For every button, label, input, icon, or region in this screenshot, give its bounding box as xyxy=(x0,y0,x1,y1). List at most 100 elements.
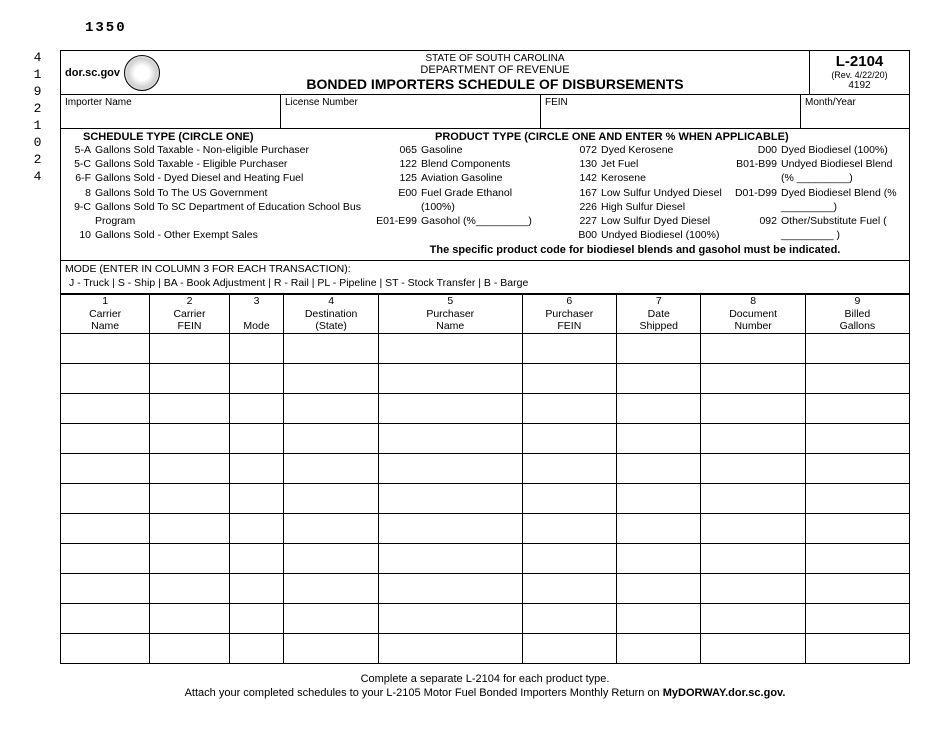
table-cell[interactable] xyxy=(805,453,909,483)
table-cell[interactable] xyxy=(150,333,229,363)
table-cell[interactable] xyxy=(617,483,701,513)
table-cell[interactable] xyxy=(378,633,522,663)
table-cell[interactable] xyxy=(284,453,378,483)
table-cell[interactable] xyxy=(617,393,701,423)
table-cell[interactable] xyxy=(284,423,378,453)
table-cell[interactable] xyxy=(617,453,701,483)
table-cell[interactable] xyxy=(378,513,522,543)
table-cell[interactable] xyxy=(378,603,522,633)
table-cell[interactable] xyxy=(229,543,284,573)
table-row[interactable] xyxy=(61,543,910,573)
table-cell[interactable] xyxy=(61,333,150,363)
table-row[interactable] xyxy=(61,483,910,513)
table-cell[interactable] xyxy=(61,453,150,483)
table-cell[interactable] xyxy=(61,543,150,573)
table-row[interactable] xyxy=(61,423,910,453)
table-cell[interactable] xyxy=(229,633,284,663)
table-cell[interactable] xyxy=(61,483,150,513)
table-cell[interactable] xyxy=(229,423,284,453)
table-cell[interactable] xyxy=(61,513,150,543)
table-cell[interactable] xyxy=(522,483,616,513)
table-cell[interactable] xyxy=(805,573,909,603)
table-cell[interactable] xyxy=(701,603,805,633)
table-cell[interactable] xyxy=(701,573,805,603)
table-cell[interactable] xyxy=(61,363,150,393)
table-cell[interactable] xyxy=(229,393,284,423)
table-row[interactable] xyxy=(61,513,910,543)
table-cell[interactable] xyxy=(522,513,616,543)
table-row[interactable] xyxy=(61,633,910,663)
table-row[interactable] xyxy=(61,573,910,603)
table-cell[interactable] xyxy=(284,543,378,573)
table-cell[interactable] xyxy=(150,363,229,393)
table-cell[interactable] xyxy=(617,603,701,633)
table-cell[interactable] xyxy=(284,333,378,363)
table-cell[interactable] xyxy=(61,573,150,603)
table-cell[interactable] xyxy=(378,573,522,603)
table-cell[interactable] xyxy=(284,573,378,603)
table-cell[interactable] xyxy=(701,633,805,663)
table-cell[interactable] xyxy=(617,423,701,453)
table-cell[interactable] xyxy=(805,603,909,633)
table-cell[interactable] xyxy=(522,423,616,453)
table-cell[interactable] xyxy=(701,363,805,393)
table-cell[interactable] xyxy=(805,543,909,573)
table-cell[interactable] xyxy=(150,453,229,483)
table-row[interactable] xyxy=(61,603,910,633)
table-cell[interactable] xyxy=(61,393,150,423)
table-cell[interactable] xyxy=(701,423,805,453)
table-cell[interactable] xyxy=(701,543,805,573)
table-cell[interactable] xyxy=(805,423,909,453)
table-cell[interactable] xyxy=(805,483,909,513)
table-cell[interactable] xyxy=(617,513,701,543)
table-cell[interactable] xyxy=(284,633,378,663)
table-cell[interactable] xyxy=(150,423,229,453)
table-cell[interactable] xyxy=(617,573,701,603)
table-cell[interactable] xyxy=(522,393,616,423)
table-row[interactable] xyxy=(61,363,910,393)
table-cell[interactable] xyxy=(229,483,284,513)
table-cell[interactable] xyxy=(150,573,229,603)
table-cell[interactable] xyxy=(701,483,805,513)
table-cell[interactable] xyxy=(617,333,701,363)
table-cell[interactable] xyxy=(150,513,229,543)
table-cell[interactable] xyxy=(61,423,150,453)
table-cell[interactable] xyxy=(378,483,522,513)
table-cell[interactable] xyxy=(701,513,805,543)
table-cell[interactable] xyxy=(378,333,522,363)
table-cell[interactable] xyxy=(805,393,909,423)
table-cell[interactable] xyxy=(150,633,229,663)
table-cell[interactable] xyxy=(61,633,150,663)
table-row[interactable] xyxy=(61,393,910,423)
table-cell[interactable] xyxy=(522,333,616,363)
table-cell[interactable] xyxy=(284,393,378,423)
table-cell[interactable] xyxy=(378,393,522,423)
table-cell[interactable] xyxy=(150,393,229,423)
importer-name-field[interactable]: Importer Name xyxy=(61,95,281,128)
table-cell[interactable] xyxy=(61,603,150,633)
table-cell[interactable] xyxy=(522,453,616,483)
table-cell[interactable] xyxy=(617,363,701,393)
table-cell[interactable] xyxy=(229,603,284,633)
table-row[interactable] xyxy=(61,453,910,483)
table-cell[interactable] xyxy=(805,513,909,543)
table-cell[interactable] xyxy=(150,543,229,573)
month-year-field[interactable]: Month/Year xyxy=(801,95,909,128)
table-cell[interactable] xyxy=(229,453,284,483)
table-cell[interactable] xyxy=(378,543,522,573)
table-cell[interactable] xyxy=(805,633,909,663)
table-cell[interactable] xyxy=(284,483,378,513)
table-cell[interactable] xyxy=(522,633,616,663)
table-cell[interactable] xyxy=(378,423,522,453)
table-cell[interactable] xyxy=(522,573,616,603)
table-cell[interactable] xyxy=(229,513,284,543)
table-cell[interactable] xyxy=(150,603,229,633)
table-cell[interactable] xyxy=(701,393,805,423)
license-number-field[interactable]: License Number xyxy=(281,95,541,128)
table-cell[interactable] xyxy=(229,333,284,363)
table-cell[interactable] xyxy=(229,573,284,603)
fein-field[interactable]: FEIN xyxy=(541,95,801,128)
table-cell[interactable] xyxy=(522,363,616,393)
table-cell[interactable] xyxy=(378,453,522,483)
table-cell[interactable] xyxy=(150,483,229,513)
